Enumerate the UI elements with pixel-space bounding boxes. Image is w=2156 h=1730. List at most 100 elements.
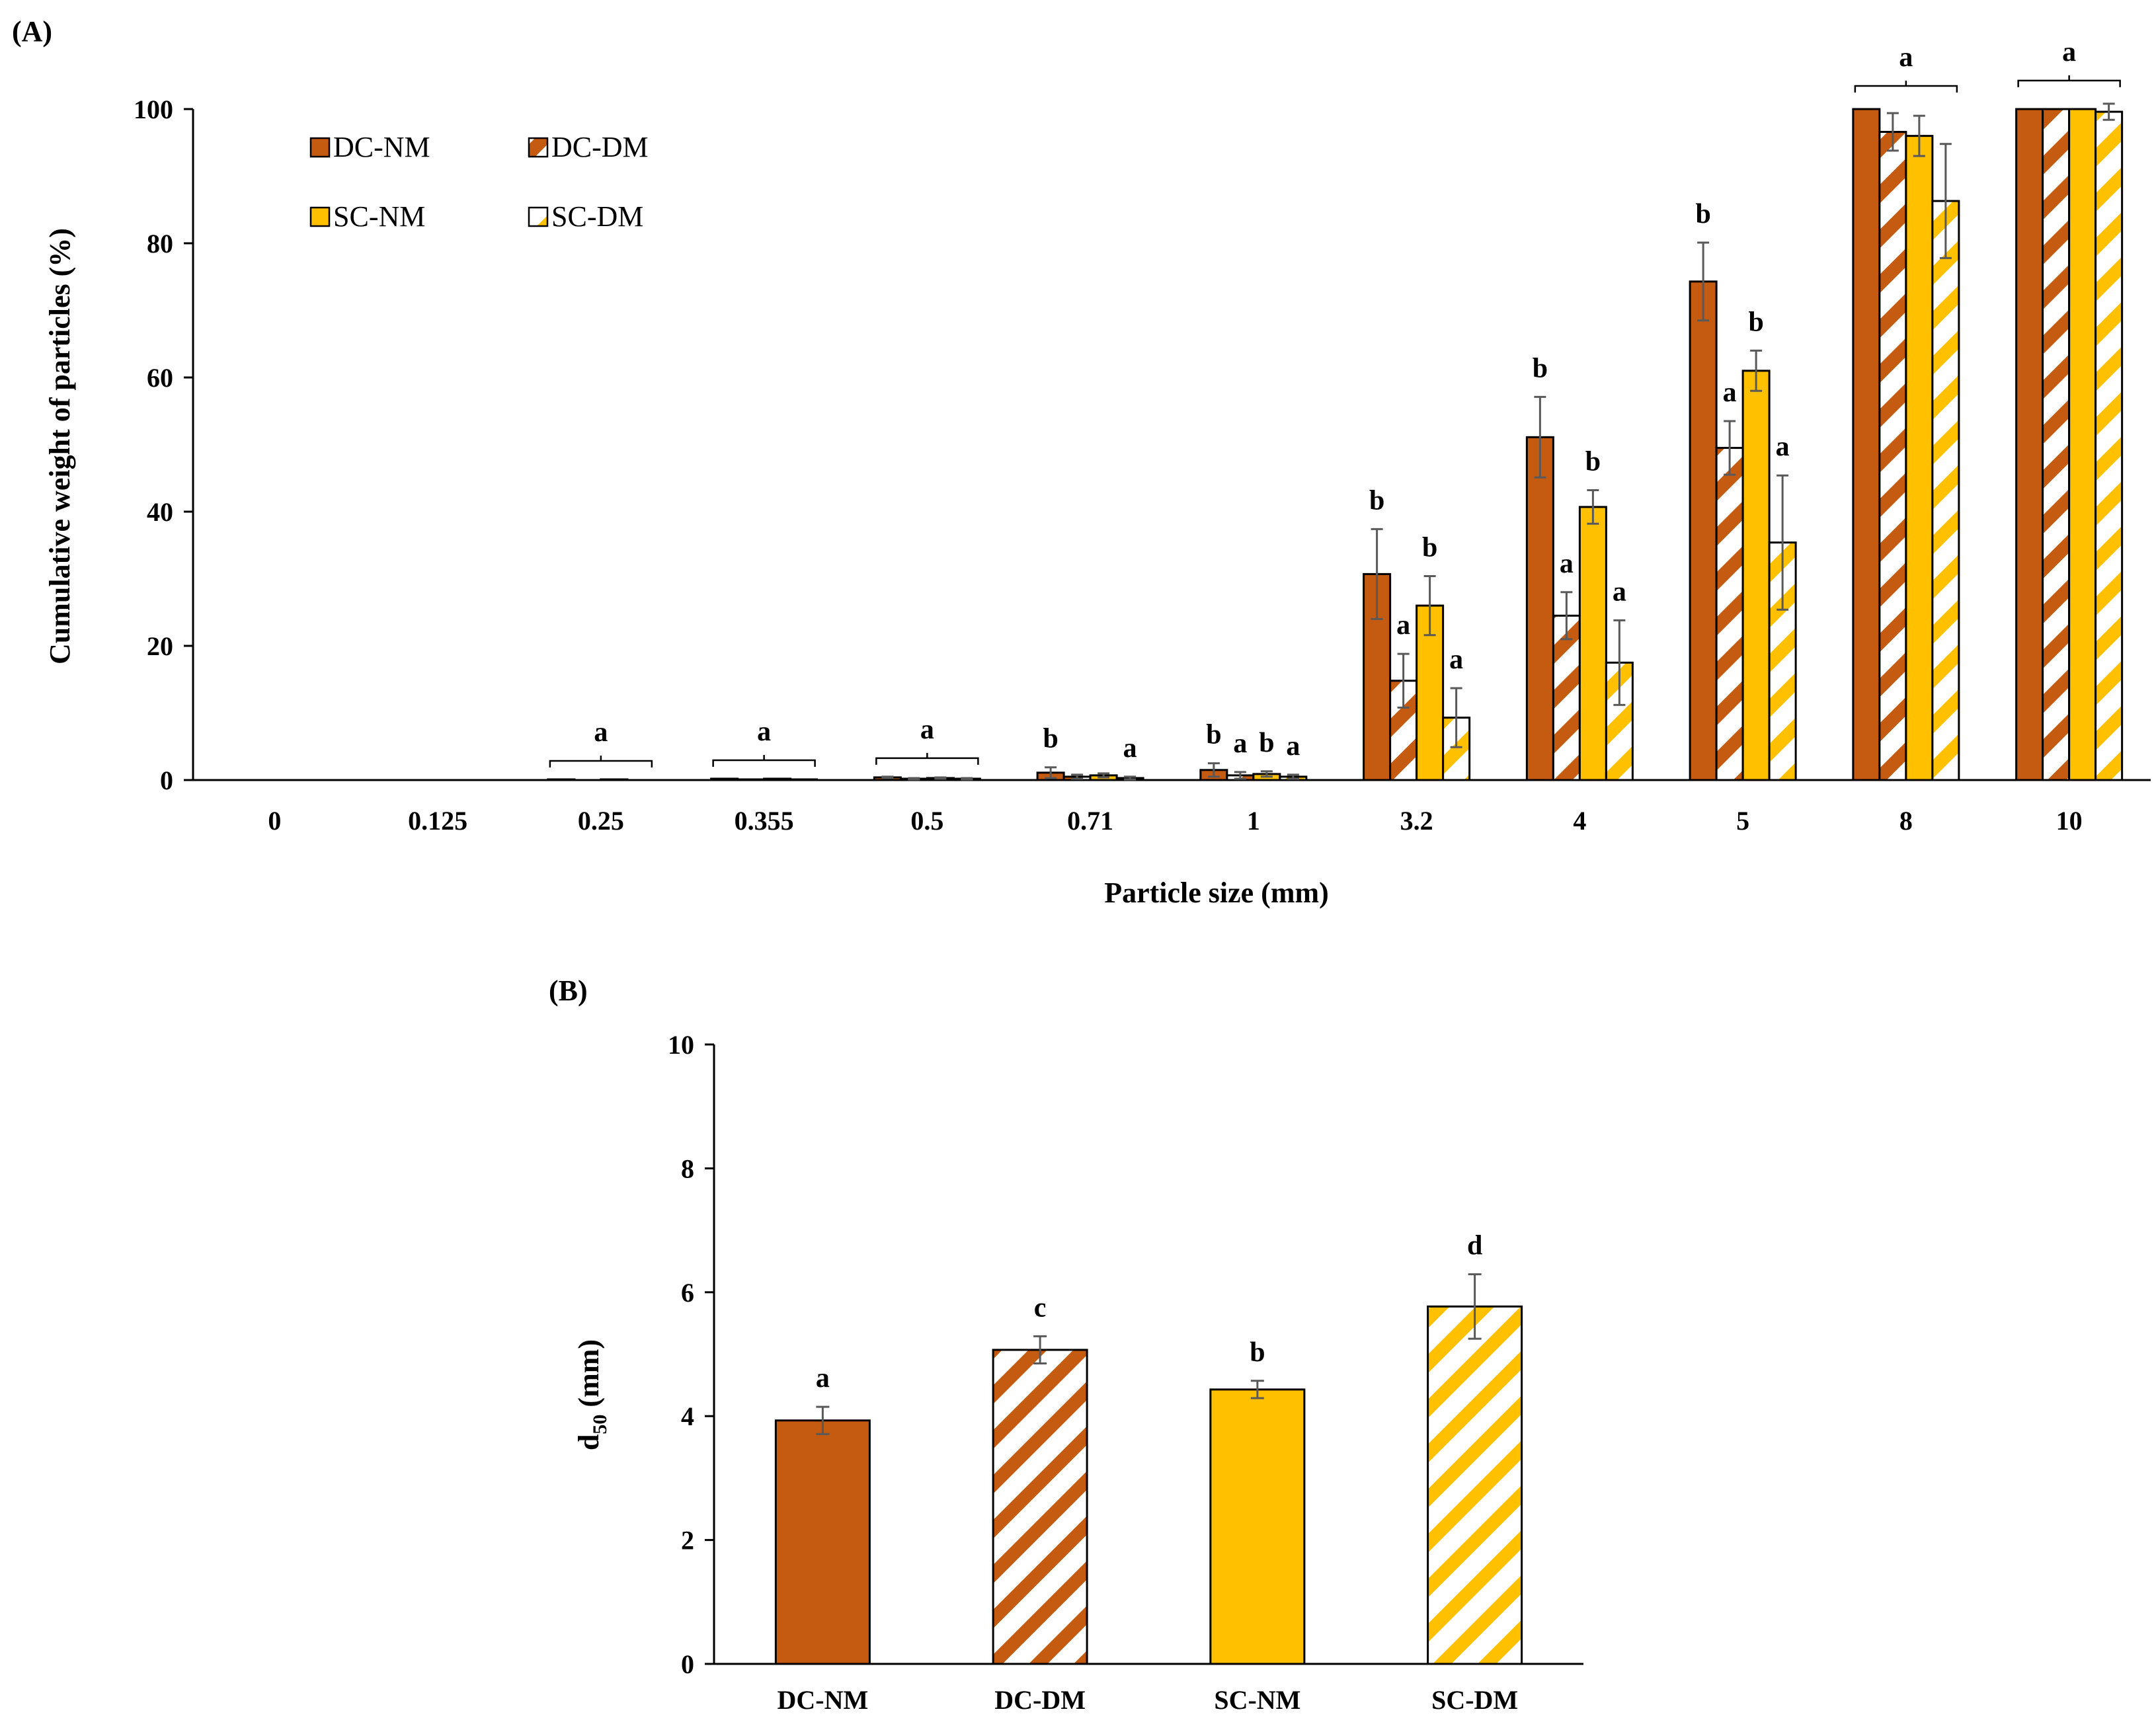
legend-swatch-sc-dm [528, 206, 549, 227]
panel-b-x-tick-label: DC-NM [778, 1685, 869, 1715]
panel-b-x-tick-label: DC-DM [994, 1685, 1086, 1715]
group-bracket [549, 760, 653, 767]
significance-letter: d [1467, 1231, 1482, 1261]
y-title-main: d [573, 1435, 605, 1450]
panel-a-x-tick-label: 8 [1899, 806, 1913, 836]
group-bracket [1854, 85, 1958, 93]
significance-letter: a [2062, 37, 2076, 67]
bar-dc-nm-8 [1852, 108, 1881, 781]
panel-b-y-tick-label: 10 [668, 1030, 694, 1060]
significance-letter: a [1286, 731, 1300, 762]
significance-letter: b [1259, 728, 1274, 758]
panel-a-y-axis: 0 20 40 60 80 100 [134, 95, 194, 795]
panel-a-x-tick-label: 0.5 [910, 806, 943, 836]
panel-b-y-axis: 0 2 4 6 8 10 [668, 1030, 715, 1679]
panel-a-x-tick-label: 10 [2056, 806, 2083, 836]
bar-sc-nm-10 [2068, 108, 2097, 781]
significance-letter: b [1422, 532, 1437, 563]
y-title-unit: (mm) [573, 1339, 605, 1415]
significance-letter: b [1206, 720, 1221, 750]
bar-sc-nm-5 [1741, 370, 1771, 781]
bar-dc-nm-4 [1525, 436, 1554, 781]
panel-a-legend: DC-NM DC-DM SC-NM SC-DM [309, 131, 649, 233]
bar-sc-dm-8 [1931, 200, 1960, 781]
panel-a-y-tick-label: 80 [147, 229, 173, 258]
legend-label-sc-nm: SC-NM [333, 200, 425, 233]
panel-a-x-tick-label: 0.355 [735, 806, 794, 836]
significance-letter: a [1123, 733, 1137, 764]
bar-d50-dc-dm [992, 1349, 1088, 1665]
panel-b-error-bars [816, 1273, 1482, 1435]
panel-a-x-tick-label: 0.71 [1067, 806, 1113, 836]
panel-b-y-tick-label: 4 [681, 1401, 694, 1431]
panel-b-x-tick-label: SC-NM [1214, 1685, 1300, 1715]
bar-d50-sc-dm [1427, 1305, 1523, 1665]
panel-a-x-tick-label: 0 [268, 806, 281, 836]
significance-letter: a [757, 717, 771, 747]
bar-dc-dm-5 [1715, 447, 1744, 781]
panel-a-label: (A) [12, 15, 52, 48]
panel-a-x-tick-label: 0.25 [578, 806, 624, 836]
bar-dc-dm-8 [1878, 131, 1907, 781]
significance-letter: b [1695, 199, 1710, 229]
significance-letter: b [1369, 485, 1384, 516]
bar-d50-sc-nm [1209, 1388, 1306, 1665]
significance-letter: b [1533, 353, 1548, 383]
panel-a-x-axis-title: Particle size (mm) [1104, 877, 1329, 909]
panel-a-bars [193, 108, 2151, 781]
group-bracket [875, 757, 979, 765]
panel-a-x-tick-label: 1 [1247, 806, 1260, 836]
legend-swatch-dc-dm [528, 137, 549, 158]
panel-b-y-tick-label: 6 [681, 1278, 694, 1308]
panel-b-bars [714, 1305, 1583, 1665]
legend-swatch-sc-nm [309, 206, 331, 227]
panel-a-y-tick-label: 60 [147, 363, 173, 393]
panel-a-x-tick-label: 3.2 [1400, 806, 1433, 836]
panel-b-x-tick-label: SC-DM [1431, 1685, 1518, 1715]
panel-a-x-tick-label: 5 [1736, 806, 1749, 836]
panel-a-x-axis: 0 0.125 0.25 0.355 0.5 0.71 1 3.2 4 5 8 10 [268, 806, 2082, 836]
significance-letter: b [1250, 1337, 1265, 1368]
panel-b-y-tick-label: 2 [681, 1526, 694, 1555]
panel-a-x-tick-label: 4 [1573, 806, 1586, 836]
legend-swatch-dc-nm [309, 137, 331, 158]
significance-letter: c [1034, 1292, 1047, 1323]
panel-a-error-bars [881, 102, 2115, 781]
significance-letter: b [1748, 307, 1763, 337]
y-title-subscript: 50 [589, 1415, 611, 1435]
legend-label-dc-nm: DC-NM [333, 131, 430, 163]
bar-dc-nm-5 [1689, 280, 1718, 781]
significance-letter: a [1560, 549, 1574, 579]
legend-label-sc-dm: SC-DM [551, 200, 643, 233]
bar-sc-dm-10 [2095, 110, 2124, 781]
significance-letter: a [1613, 576, 1626, 607]
significance-letter: a [1396, 610, 1410, 641]
bar-dc-dm-4 [1552, 614, 1581, 781]
bar-dc-nm-10 [2015, 108, 2044, 781]
significance-letter: b [1043, 724, 1058, 754]
significance-letter: a [1899, 42, 1913, 73]
significance-letter: a [1723, 377, 1737, 408]
panel-b-x-axis: DC-NM DC-DM SC-NM SC-DM [778, 1685, 1519, 1715]
panel-b-significance-letters: a c b d [816, 1231, 1482, 1394]
significance-letter: b [1585, 447, 1601, 477]
panel-b-y-tick-label: 0 [681, 1649, 694, 1679]
bar-sc-nm-4 [1578, 506, 1607, 781]
panel-a-y-tick-label: 40 [147, 497, 173, 527]
panel-b-label: (B) [549, 974, 588, 1007]
panel-a-y-tick-label: 0 [160, 766, 173, 795]
bar-d50-dc-nm [774, 1419, 871, 1665]
group-bracket [712, 759, 816, 767]
significance-letter: a [1449, 645, 1463, 675]
bar-sc-nm-8 [1905, 135, 1934, 781]
significance-letter: a [594, 717, 608, 748]
panel-a-y-tick-label: 100 [134, 95, 173, 124]
panel-b-y-axis-title: d50 (mm) [573, 1339, 611, 1450]
bar-dc-dm-10 [2042, 108, 2071, 781]
legend-label-dc-dm: DC-DM [551, 131, 649, 163]
panel-a-x-tick-label: 0.125 [408, 806, 467, 836]
